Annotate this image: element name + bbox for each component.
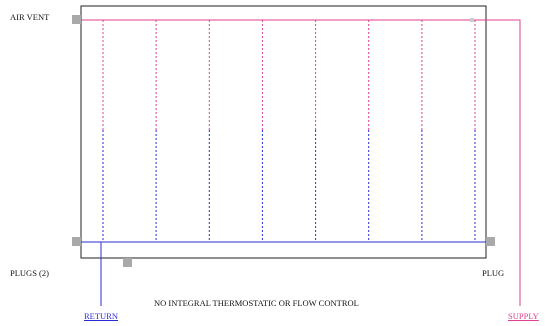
control-note: NO INTEGRAL THERMOSTATIC OR FLOW CONTROL [154, 298, 359, 308]
plug-top-right-fitting [470, 18, 474, 22]
plug-right-fitting [486, 237, 495, 246]
plugs-label: PLUGS (2) [10, 268, 49, 278]
supply-label[interactable]: SUPPLY [508, 311, 539, 321]
air-vent-fitting [72, 15, 81, 24]
supply-pipe [486, 19, 521, 306]
plug-label: PLUG [482, 268, 505, 278]
radiator-frame [80, 5, 487, 259]
plug-left-fitting [72, 237, 81, 246]
plug-bottom-fitting [123, 258, 132, 267]
return-label[interactable]: RETURN [84, 311, 118, 321]
radiator-tubes [102, 20, 476, 242]
air-vent-label: AIR VENT [10, 12, 50, 22]
